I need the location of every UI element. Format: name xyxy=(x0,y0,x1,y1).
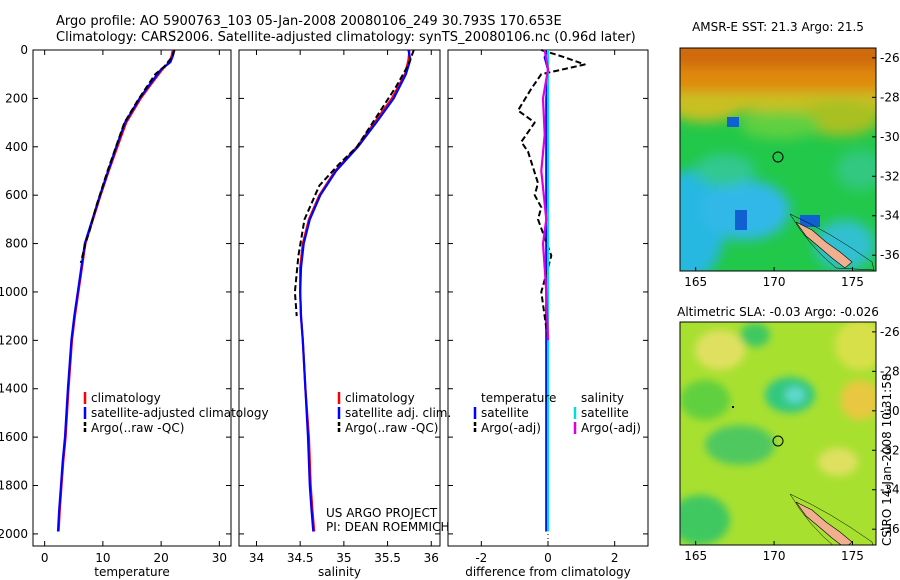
y-tick-label: 0 xyxy=(20,43,28,57)
map-x-tick-label: 165 xyxy=(684,549,707,563)
y-tick-label: 1800 xyxy=(0,479,28,493)
series-satellite-adj-clim xyxy=(299,49,412,532)
x-tick-label: 20 xyxy=(153,551,168,565)
legend-title-salinity: salinity xyxy=(581,391,624,405)
x-tick-label: 0 xyxy=(41,551,49,565)
salinity-frame xyxy=(238,49,441,547)
map-x-tick-label: 165 xyxy=(684,275,707,289)
credit-project: US ARGO PROJECT xyxy=(326,506,438,520)
map-y-tick-label: -30 xyxy=(880,404,900,418)
salinity-xlabel: salinity xyxy=(318,565,361,579)
map-x-tick-label: 175 xyxy=(841,549,864,563)
figure-subtitle: Climatology: CARS2006. Satellite-adjuste… xyxy=(56,30,636,45)
legend-label-temp-satellite: satellite xyxy=(481,406,529,420)
x-tick-label: 34 xyxy=(249,551,264,565)
y-tick-label: 1600 xyxy=(0,430,28,444)
temperature-panel: 0 10 20 30 0 200 400 600 800 1000 1200 1400 1600 1800… xyxy=(0,43,232,579)
map-y-tick-label: -32 xyxy=(880,443,900,457)
y-tick-label: 200 xyxy=(5,91,28,105)
map-y-tick-label: -30 xyxy=(880,130,900,144)
y-tick-label: 400 xyxy=(5,140,28,154)
y-tick-label: 1400 xyxy=(0,382,28,396)
legend-label-climatology: climatology xyxy=(345,391,415,405)
legend-label-sal-argo: Argo(-adj) xyxy=(581,421,641,435)
salinity-panel: 34 34.5 35 35.5 36 salinity xyxy=(238,49,441,579)
legend-label-satellite: satellite adj. clim. xyxy=(345,406,451,420)
legend-label-sal-satellite: satellite xyxy=(581,406,629,420)
y-tick-label: 600 xyxy=(5,188,28,202)
salinity-legend: climatology satellite adj. clim. Argo(..… xyxy=(326,391,451,534)
x-tick-label: 35 xyxy=(336,551,351,565)
map-y-tick-label: -28 xyxy=(880,90,900,104)
difference-legend: temperature satellite Argo(-adj) salinit… xyxy=(473,391,641,435)
map-y-tick-label: -26 xyxy=(880,51,900,65)
x-tick-label: -2 xyxy=(475,551,487,565)
map-y-tick-label: -28 xyxy=(880,364,900,378)
figure-title: Argo profile: AO 5900763_103 05-Jan-2008… xyxy=(56,14,562,29)
legend-label-argo: Argo(..raw -QC) xyxy=(91,421,184,435)
map-x-tick-label: 170 xyxy=(763,275,786,289)
sla-map-title: Altimetric SLA: -0.03 Argo: -0.026 xyxy=(677,305,879,319)
x-tick-label: 34.5 xyxy=(287,551,314,565)
sst-map: AMSR-E SST: 21.3 Argo: 21.5 xyxy=(679,20,900,289)
series-argo-raw-qc xyxy=(293,49,415,317)
legend-label-climatology: climatology xyxy=(91,391,161,405)
credit-pi: PI: DEAN ROEMMICH xyxy=(326,520,449,534)
y-tick-label: 1000 xyxy=(0,285,28,299)
x-tick-label: 35.5 xyxy=(374,551,401,565)
y-tick-label: 1200 xyxy=(0,333,28,347)
sst-argo-marker xyxy=(772,151,784,163)
map-y-tick-label: -34 xyxy=(880,209,900,223)
y-tick-label: 2000 xyxy=(0,527,28,541)
map-y-tick-label: -32 xyxy=(880,169,900,183)
temperature-legend: climatology satellite-adjusted climatolo… xyxy=(83,391,269,435)
sla-map: Altimetric SLA: -0.03 Argo: -0.026 165 17… xyxy=(677,305,900,563)
map-x-tick-label: 175 xyxy=(841,275,864,289)
x-tick-label: 10 xyxy=(95,551,110,565)
legend-label-satellite: satellite-adjusted climatology xyxy=(91,406,269,420)
series-salinity-argo-adj xyxy=(540,49,550,341)
map-y-tick-label: -34 xyxy=(880,483,900,497)
y-tick-label: 800 xyxy=(5,237,28,251)
sst-map-title: AMSR-E SST: 21.3 Argo: 21.5 xyxy=(692,20,864,34)
legend-title-temperature: temperature xyxy=(481,391,556,405)
sst-map-frame xyxy=(679,47,877,272)
timestamp-label: CSIRO 14-Jan-2008 10:31:58 xyxy=(880,374,894,546)
x-tick-label: 0 xyxy=(544,551,552,565)
sla-argo-marker xyxy=(772,435,784,447)
sla-map-frame xyxy=(679,321,877,546)
map-y-tick-label: -36 xyxy=(880,248,900,262)
legend-label-temp-argo: Argo(-adj) xyxy=(481,421,541,435)
x-tick-label: 2 xyxy=(611,551,619,565)
map-y-tick-label: -26 xyxy=(880,325,900,339)
temperature-xlabel: temperature xyxy=(94,565,169,579)
map-x-tick-label: 170 xyxy=(763,549,786,563)
x-tick-label: 30 xyxy=(212,551,227,565)
legend-label-argo: Argo(..raw -QC) xyxy=(345,421,438,435)
difference-xlabel: difference from climatology xyxy=(465,565,631,579)
temperature-frame xyxy=(32,49,232,547)
x-tick-label: 36 xyxy=(424,551,439,565)
map-y-tick-label: -36 xyxy=(880,522,900,536)
